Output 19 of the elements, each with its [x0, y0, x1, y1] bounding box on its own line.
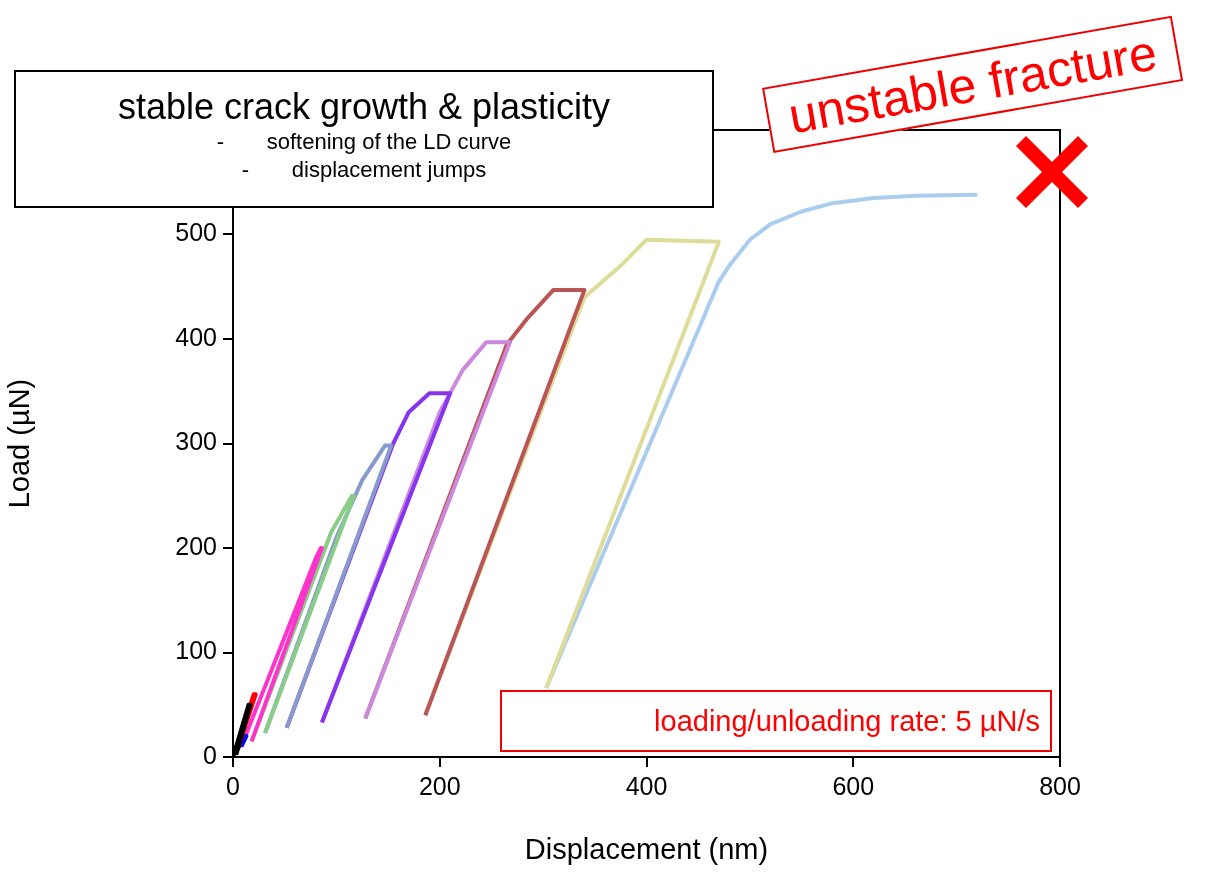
x-tick-label: 400: [625, 771, 668, 800]
y-tick-label: 400: [175, 322, 217, 351]
annotation: - displacement jumps: [241, 157, 487, 182]
note-box: stable crack growth & plasticity - softening of the LD curve - displacement jumps: [14, 70, 714, 208]
y-tick-label: 300: [175, 427, 217, 456]
y-tick-label: 500: [175, 218, 217, 247]
y-tick-label: 200: [175, 531, 217, 560]
y-tick-label: 100: [175, 636, 217, 665]
y-tick-label: 0: [203, 740, 217, 769]
x-tick-label: 200: [418, 771, 461, 800]
x-axis-title: Displacement (nm): [524, 832, 769, 865]
annotation: - softening of the LD curve: [216, 129, 512, 154]
x-tick-label: 800: [1039, 771, 1081, 800]
x-tick-label: 600: [832, 771, 875, 800]
annotation: unstable fracture: [784, 24, 1162, 145]
y-axis-title: Load (µN): [3, 378, 36, 509]
annotation: loading/unloading rate: 5 µN/s: [654, 704, 1040, 738]
x-tick-label: 0: [226, 771, 240, 800]
note-box: loading/unloading rate: 5 µN/s: [500, 690, 1052, 752]
